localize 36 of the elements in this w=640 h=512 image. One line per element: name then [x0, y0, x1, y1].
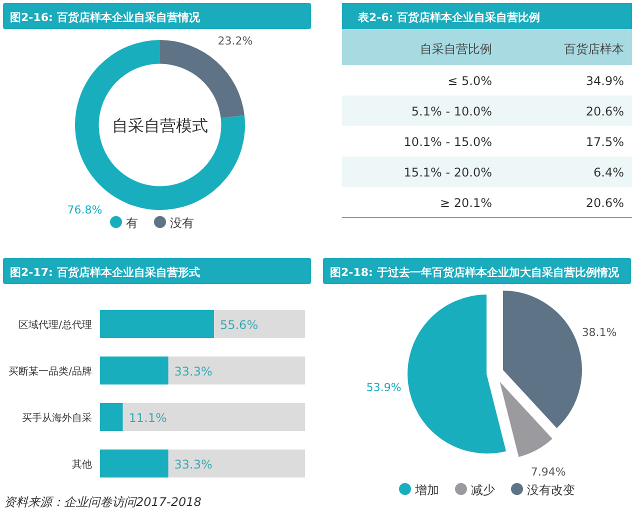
y-tick-label: 买断某一品类/品牌	[8, 366, 92, 378]
y-tick-label: 其他	[72, 458, 92, 470]
y-tick-label: 区域代理/总代理	[18, 319, 92, 331]
text: 20.6%	[586, 104, 624, 118]
data-label: 11.1%	[128, 411, 167, 425]
legend-label: 增加	[414, 483, 439, 497]
text: 20.6%	[586, 196, 624, 210]
category-label: 10.1% - 15.0%	[404, 135, 492, 149]
text: 34.9%	[586, 74, 624, 88]
text: 资料来源：企业问卷访问2017-2018	[4, 495, 202, 509]
legend-label: 没有改变	[527, 483, 575, 497]
text: 17.5%	[586, 135, 624, 149]
data-label: 38.1%	[582, 326, 617, 340]
category-label: 5.1% - 10.0%	[411, 104, 492, 118]
data-label: 55.6%	[220, 318, 258, 332]
chart-title: 图2-18: 于过去一年百货店样本企业加大自采自营比例情况	[330, 266, 620, 279]
data-label: 53.9%	[366, 380, 402, 394]
text: 6.4%	[594, 166, 624, 180]
data-label: 33.3%	[174, 364, 212, 378]
category-label: ≥ 20.1%	[440, 196, 492, 210]
chart-title: 图2-16: 百货店样本企业自采自营情况	[10, 11, 201, 24]
data-label: 76.8%	[67, 203, 102, 216]
category-label: ≤ 5.0%	[448, 74, 492, 88]
text: 百货店样本	[564, 42, 624, 56]
category-label: 15.1% - 20.0%	[404, 166, 492, 180]
chart-title: 图2-17: 百货店样本企业自采自营形式	[10, 266, 200, 279]
legend-label: 有	[126, 216, 138, 230]
y-tick-label: 买手从海外自采	[22, 412, 92, 424]
text: 自采自营模式	[112, 116, 208, 135]
text: 表2-6: 百货店样本企业自采自营比例	[357, 11, 540, 24]
legend-label: 没有	[170, 216, 194, 230]
data-label: 23.2%	[218, 34, 253, 48]
data-label: 7.94%	[530, 465, 566, 478]
text: 自采自营比例	[420, 42, 492, 56]
legend-label: 减少	[471, 483, 495, 497]
data-label: 33.3%	[174, 458, 212, 472]
